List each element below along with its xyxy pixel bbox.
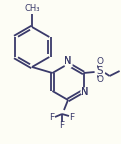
Text: F: F — [69, 112, 75, 122]
Text: F: F — [59, 121, 65, 129]
Text: O: O — [96, 57, 103, 67]
Text: O: O — [96, 75, 103, 85]
Text: N: N — [81, 87, 88, 97]
Text: S: S — [96, 66, 103, 76]
Text: F: F — [49, 113, 55, 123]
Text: N: N — [81, 87, 88, 97]
Text: CH₃: CH₃ — [24, 4, 40, 13]
Text: N: N — [64, 56, 72, 66]
Text: N: N — [64, 56, 72, 66]
